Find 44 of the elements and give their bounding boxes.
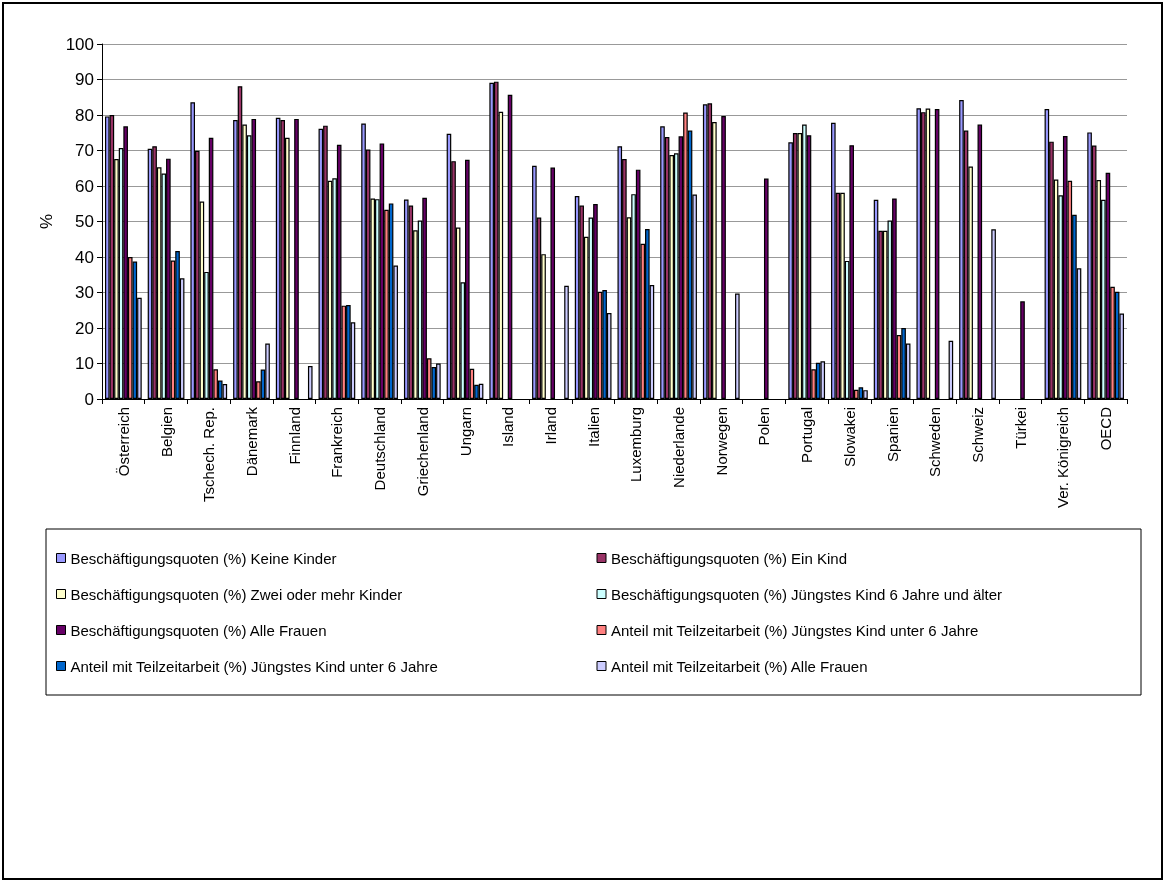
y-tick-label: 30 — [75, 283, 94, 302]
legend-label: Anteil mit Teilzeitarbeit (%) Alle Frauen — [611, 657, 868, 675]
y-tick-label: 20 — [75, 318, 94, 338]
x-tick-label: OECD — [1097, 406, 1115, 451]
x-tick-label: Niederlande — [670, 407, 688, 488]
y-axis-title: % — [36, 213, 56, 230]
legend-label: Beschäftigungsquoten (%) Zwei oder mehr Kinder — [70, 585, 403, 603]
legend-label: Beschäftigungsquoten (%) Keine Kinder — [70, 549, 337, 567]
y-tick-label: 100 — [65, 34, 94, 54]
x-tick-label: Türkei — [1011, 407, 1029, 449]
y-tick-label: 60 — [75, 176, 94, 196]
x-tick-label: Österreich — [114, 407, 132, 477]
x-tick-label: Polen — [755, 407, 773, 446]
x-tick-label: Slowakei — [840, 407, 858, 468]
x-tick-label: Finnland — [285, 407, 303, 465]
y-tick-label: 70 — [75, 141, 94, 160]
x-tick-label: Portugal — [798, 407, 816, 463]
x-tick-label: Schweiz — [969, 407, 987, 463]
legend-label: Beschäftigungsquoten (%) Ein Kind — [611, 549, 847, 567]
x-tick-label: Ver. Königreich — [1054, 407, 1072, 508]
x-tick-label: Tschech. Rep. — [200, 407, 218, 503]
x-tick-label: Luxemburg — [627, 407, 645, 483]
legend-label: Beschäftigungsquoten (%) Jüngstes Kind 6 Jahre und älter — [611, 585, 1003, 603]
y-tick-label: 50 — [75, 212, 94, 231]
y-tick-label: 0 — [84, 389, 94, 409]
x-tick-label: Belgien — [157, 407, 175, 458]
x-tick-label: Deutschland — [371, 407, 389, 491]
x-tick-label: Spanien — [883, 407, 901, 463]
y-tick-label: 80 — [75, 105, 94, 125]
x-tick-label: Frankreich — [328, 407, 346, 478]
x-tick-label: Italien — [584, 407, 602, 448]
x-tick-label: Irland — [541, 407, 559, 445]
x-tick-label: Griechenland — [413, 407, 431, 497]
legend-label: Beschäftigungsquoten (%) Alle Frauen — [70, 621, 327, 639]
legend-label: Anteil mit Teilzeitarbeit (%) Jüngstes Kind unter 6 Jahre — [70, 657, 438, 675]
y-tick-label: 90 — [75, 70, 94, 89]
y-tick-label: 40 — [75, 247, 94, 267]
x-tick-label: Ungarn — [456, 407, 474, 457]
y-tick-label: 10 — [75, 354, 94, 373]
x-tick-label: Schweden — [926, 407, 944, 478]
legend-label: Anteil mit Teilzeitarbeit (%) Jüngstes Kind unter 6 Jahre — [611, 621, 979, 639]
x-tick-label: Island — [499, 407, 517, 448]
x-tick-label: Norwegen — [712, 407, 730, 476]
x-tick-label: Dänemark — [242, 406, 260, 477]
